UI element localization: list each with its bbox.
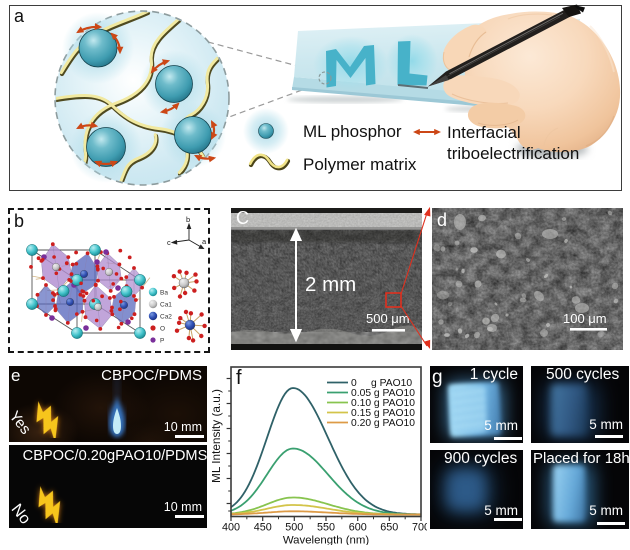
svg-text:O: O [160, 326, 165, 333]
svg-text:600: 600 [349, 522, 367, 534]
svg-text:400: 400 [222, 522, 240, 534]
svg-text:Ca2: Ca2 [160, 314, 172, 321]
svg-text:650: 650 [380, 522, 398, 534]
svg-text:f: f [236, 367, 242, 389]
svg-text:500 μm: 500 μm [366, 311, 410, 326]
svg-text:Ca1: Ca1 [160, 302, 172, 309]
svg-text:a: a [202, 237, 207, 246]
svg-text:0.20 g PAO10: 0.20 g PAO10 [351, 418, 415, 429]
svg-text:0.15 g PAO10: 0.15 g PAO10 [351, 408, 415, 419]
svg-text:700: 700 [412, 522, 427, 534]
svg-text:P: P [160, 338, 164, 345]
svg-text:2 mm: 2 mm [305, 273, 356, 296]
svg-text:450: 450 [254, 522, 272, 534]
svg-text:0 g PAO10: 0 g PAO10 [351, 378, 412, 389]
svg-text:100 μm: 100 μm [563, 311, 607, 326]
svg-text:500: 500 [285, 522, 303, 534]
svg-text:d: d [437, 210, 447, 230]
svg-text:Wavelength (nm): Wavelength (nm) [283, 535, 370, 546]
svg-text:0.05 g PAO10: 0.05 g PAO10 [351, 388, 415, 399]
svg-text:C: C [236, 208, 249, 228]
svg-text:0.10 g PAO10: 0.10 g PAO10 [351, 398, 415, 409]
svg-text:b: b [186, 215, 190, 224]
svg-text:c: c [167, 238, 171, 247]
svg-text:550: 550 [317, 522, 335, 534]
svg-text:ML Intensity (a.u.): ML Intensity (a.u.) [212, 389, 223, 483]
svg-text:Ba: Ba [160, 290, 168, 297]
